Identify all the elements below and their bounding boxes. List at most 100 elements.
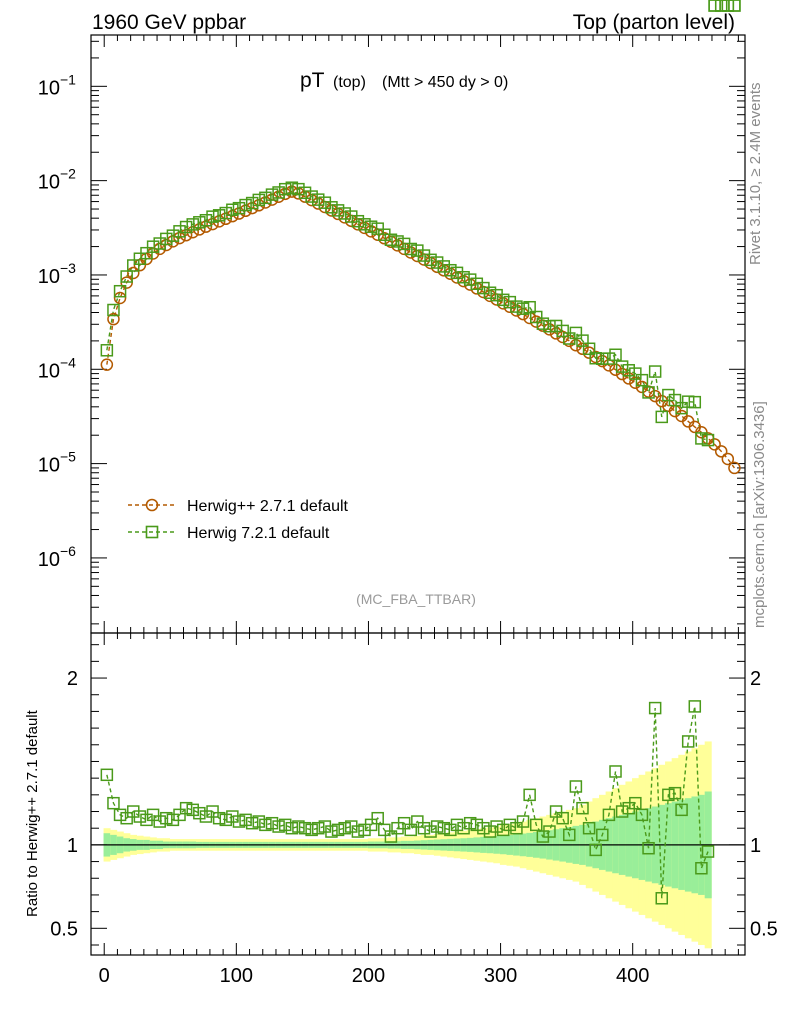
marker-herwig7 — [285, 181, 299, 194]
marker-herwig7 — [100, 344, 114, 357]
marker-herwigpp — [721, 452, 735, 466]
ratio-marker-herwig7 — [556, 811, 569, 825]
ratio-marker-herwig7 — [602, 808, 616, 822]
marker-herwig7 — [529, 310, 543, 324]
marker-herwig7 — [543, 319, 556, 333]
ratio-marker-herwig7 — [510, 821, 523, 835]
y-tick-label: 10 — [38, 266, 60, 288]
marker-herwig7 — [430, 256, 444, 269]
x-tick-label: 100 — [220, 965, 253, 987]
y-tick-label: 10 — [38, 172, 60, 194]
y-tick-exponent: −6 — [60, 543, 76, 559]
marker-herwig7 — [576, 334, 589, 347]
ratio-y-tick-label-right: 0.5 — [750, 918, 778, 940]
y-tick-exponent: −5 — [60, 449, 76, 465]
marker-herwig7 — [107, 303, 120, 317]
ratio-marker-herwig7 — [411, 815, 424, 828]
marker-herwig7 — [688, 395, 702, 409]
legend-marker-herwig7 — [145, 525, 159, 539]
marker-herwig7 — [523, 300, 536, 314]
marker-herwig7 — [424, 253, 437, 267]
marker-herwig7 — [127, 259, 140, 272]
ratio-marker-herwig7 — [569, 780, 583, 793]
ratio-marker-herwig7 — [351, 825, 365, 838]
ratio-marker-herwig7 — [378, 823, 391, 837]
y-tick-exponent: −3 — [60, 260, 76, 276]
marker-herwig7 — [437, 260, 451, 273]
ratio-marker-herwig7 — [259, 818, 272, 832]
marker-herwig7 — [556, 324, 569, 338]
marker-herwig7 — [384, 233, 398, 246]
ratio-marker-herwig7 — [245, 816, 259, 830]
marker-herwig7 — [206, 210, 219, 223]
marker-herwig7 — [186, 218, 199, 231]
ratio-marker-herwig7 — [430, 820, 444, 833]
marker-herwig7 — [708, 0, 721, 12]
marker-herwig7 — [609, 348, 622, 362]
series-line-herwig7 — [106, 186, 709, 441]
marker-herwigpp — [146, 247, 160, 260]
ratio-marker-herwig7 — [113, 808, 127, 822]
marker-herwigpp — [179, 228, 193, 242]
marker-herwigpp — [226, 209, 239, 223]
analysis-watermark: (MC_FBA_TTBAR) — [356, 591, 476, 607]
ratio-marker-herwig7 — [576, 801, 589, 815]
marker-herwig7 — [582, 342, 596, 356]
marker-herwig7 — [153, 237, 166, 250]
legend-label-herwigpp: Herwig++ 2.7.1 default — [187, 498, 349, 515]
ratio-marker-herwig7 — [662, 788, 675, 802]
legend: Herwig++ 2.7.1 default Herwig 7.2.1 defa… — [128, 498, 349, 542]
ratio-ylabel: Ratio to Herwig++ 2.7.1 default — [24, 709, 41, 917]
marker-herwig7 — [272, 186, 285, 199]
marker-herwig7 — [721, 0, 735, 12]
marker-herwigpp — [708, 438, 721, 451]
ratio-marker-herwig7 — [582, 821, 596, 835]
plot-title-sub2: (Mtt > 450 dy > 0) — [382, 74, 508, 91]
ratio-y-tick-label-right: 1 — [750, 835, 761, 857]
marker-herwigpp — [173, 231, 186, 245]
marker-herwig7 — [510, 300, 523, 313]
ratio-marker-herwig7 — [338, 821, 351, 835]
marker-herwig7 — [496, 293, 510, 307]
marker-herwig7 — [345, 210, 358, 223]
y-tick-exponent: −4 — [60, 354, 76, 370]
x-tick-label: 200 — [352, 965, 385, 987]
ratio-marker-herwig7 — [239, 813, 252, 827]
marker-herwig7 — [681, 395, 695, 408]
ratio-marker-herwig7 — [523, 788, 536, 802]
ratio-marker-herwig7 — [688, 700, 702, 713]
ratio-marker-herwig7 — [272, 820, 285, 833]
x-tick-label: 400 — [616, 965, 649, 987]
ratio-marker-herwig7 — [635, 808, 649, 822]
ratio-marker-herwig7 — [107, 796, 120, 810]
marker-herwig7 — [596, 352, 609, 366]
legend-label-herwig7: Herwig 7.2.1 default — [187, 525, 330, 542]
marker-herwigpp — [311, 197, 325, 210]
marker-herwig7 — [602, 352, 616, 365]
y-tick-exponent: −1 — [60, 71, 76, 87]
ratio-marker-herwig7 — [450, 818, 464, 832]
ratio-marker-herwig7 — [146, 808, 160, 822]
ratio-marker-herwig7 — [668, 786, 682, 800]
ratio-marker-herwig7 — [695, 861, 708, 875]
marker-herwigpp — [609, 363, 622, 376]
ratio-marker-herwig7 — [285, 821, 299, 835]
ratio-marker-herwig7 — [173, 808, 186, 822]
ratio-marker-herwig7 — [232, 815, 246, 828]
ratio-marker-herwig7 — [265, 816, 279, 830]
marker-herwig7 — [364, 220, 378, 233]
ratio-marker-herwig7 — [596, 828, 609, 842]
marker-herwig7 — [536, 317, 550, 330]
ratio-frame — [90, 632, 746, 956]
marker-herwigpp — [133, 258, 147, 272]
marker-herwigpp — [569, 338, 583, 352]
ratio-marker-herwig7 — [675, 803, 688, 817]
legend-marker-herwigpp — [145, 498, 159, 512]
ratio-marker-herwig7 — [179, 801, 193, 815]
ratio-marker-herwig7 — [384, 830, 398, 843]
marker-herwig7 — [166, 229, 180, 242]
ratio-marker-herwig7 — [153, 815, 166, 828]
ratio-marker-herwig7 — [589, 843, 602, 857]
marker-herwig7 — [569, 326, 583, 340]
